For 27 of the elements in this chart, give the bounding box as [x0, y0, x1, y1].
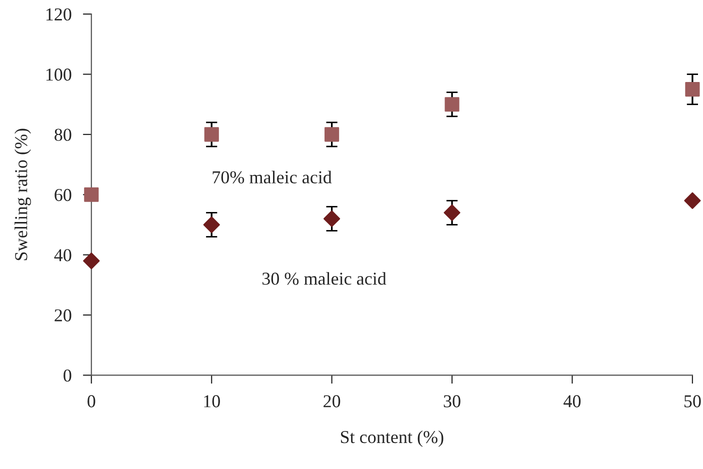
point	[83, 252, 100, 270]
y-tick-label: 20	[54, 309, 72, 322]
point	[84, 187, 99, 202]
x-tick-label: 10	[204, 395, 220, 408]
x-tick-label: 50	[684, 395, 701, 408]
point	[204, 127, 219, 142]
y-tick-label: 0	[64, 369, 72, 382]
point	[324, 210, 340, 228]
point	[444, 97, 460, 112]
text: 30 % maleic acid	[262, 272, 386, 285]
point	[684, 192, 701, 209]
point	[444, 204, 460, 221]
point	[685, 82, 700, 97]
y-tick-label: 40	[54, 249, 72, 262]
point	[203, 216, 220, 234]
y-tick-label: 80	[54, 128, 72, 141]
series-label: 70% maleic acid	[212, 170, 332, 184]
x-axis-title: St content (%)	[340, 430, 444, 447]
x-tick-label: 30	[444, 395, 460, 408]
point	[324, 127, 340, 142]
x-tick-label: 0	[88, 395, 96, 408]
x-tick-label: 20	[324, 395, 340, 408]
y-tick-label: 100	[46, 68, 72, 81]
y-axis-title: Swelling ratio (%)	[14, 128, 31, 260]
x-tick-label: 40	[564, 395, 581, 408]
y-tick-label: 120	[46, 8, 72, 21]
y-tick-label: 60	[54, 188, 72, 202]
